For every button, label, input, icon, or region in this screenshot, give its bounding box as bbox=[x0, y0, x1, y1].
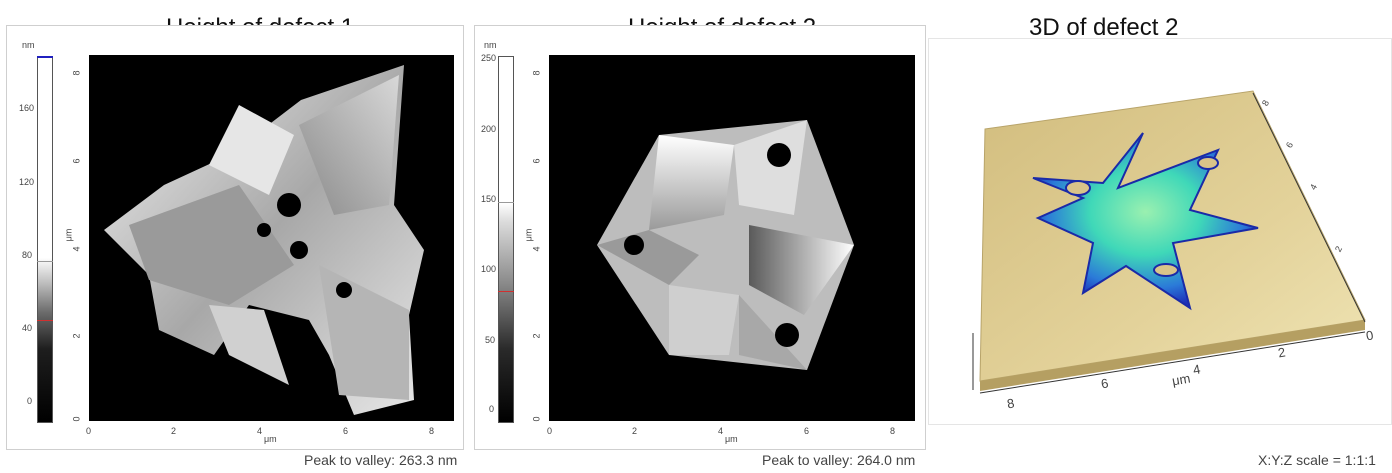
colorbar1-tick: 160 bbox=[19, 103, 35, 113]
surface-3d bbox=[972, 90, 1366, 394]
panel1-y-tick: 8 bbox=[71, 70, 82, 76]
colorbar1-tick: 120 bbox=[19, 177, 35, 187]
pit-1 bbox=[1065, 180, 1091, 196]
panel2-x-tick: 4 bbox=[718, 426, 724, 436]
colorbar1-tick: 0 bbox=[27, 396, 33, 406]
colorbar1-marker-blue bbox=[37, 56, 53, 58]
colorbar2-tick: 200 bbox=[481, 124, 497, 134]
panel1-x-unit: μm bbox=[264, 434, 277, 444]
panel1-y-tick: 4 bbox=[71, 246, 82, 252]
panel1-y-tick: 2 bbox=[71, 333, 82, 339]
colorbar2-tick: 100 bbox=[481, 264, 497, 274]
panel2-x-unit: μm bbox=[725, 434, 738, 444]
panel2-x-tick: 6 bbox=[804, 426, 810, 436]
colorbar1-marker-grey bbox=[37, 261, 53, 262]
panel1-y-tick: 0 bbox=[71, 416, 82, 422]
panel1-x-tick: 2 bbox=[171, 426, 177, 436]
colorbar2-marker-grey bbox=[498, 202, 514, 203]
defect1-shape bbox=[104, 65, 424, 415]
height-image-defect-1 bbox=[89, 55, 454, 421]
height-image-defect-2 bbox=[549, 55, 915, 421]
pit-3 bbox=[1153, 263, 1179, 277]
pit-2 bbox=[1197, 156, 1219, 170]
panel2-y-tick: 0 bbox=[531, 416, 542, 422]
panel3-title: 3D of defect 2 bbox=[1029, 14, 1179, 41]
panel2-y-tick: 4 bbox=[531, 246, 542, 252]
colorbar2-tick: 250 bbox=[481, 53, 497, 63]
colorbar2-marker-red bbox=[498, 291, 514, 292]
colorbar2-tick: 0 bbox=[489, 404, 495, 414]
colorbar2-tick: 50 bbox=[485, 335, 496, 345]
panel1-x-tick: 0 bbox=[86, 426, 92, 436]
colorbar2-tick: 150 bbox=[481, 194, 497, 204]
panel1-x-tick: 6 bbox=[343, 426, 349, 436]
panel2-y-tick: 6 bbox=[531, 158, 542, 164]
panel2-x-tick: 2 bbox=[632, 426, 638, 436]
colorbar2 bbox=[498, 56, 514, 423]
panel2-y-unit: μm bbox=[523, 228, 534, 242]
panel1-x-tick: 8 bbox=[429, 426, 435, 436]
panel1-y-unit: μm bbox=[63, 228, 74, 242]
panel3-scale: X:Y:Z scale = 1:1:1 bbox=[1258, 452, 1376, 468]
colorbar1-unit: nm bbox=[22, 40, 35, 50]
panel2-y-tick: 2 bbox=[531, 333, 542, 339]
colorbar1-tick: 40 bbox=[22, 323, 33, 333]
panel1-x-tick: 4 bbox=[257, 426, 263, 436]
colorbar2-unit: nm bbox=[484, 40, 497, 50]
colorbar1 bbox=[37, 56, 53, 423]
panel2-y-tick: 8 bbox=[531, 70, 542, 76]
panel3-front-unit: μm bbox=[1170, 370, 1192, 389]
panel1-y-tick: 6 bbox=[71, 158, 82, 164]
panel1-peak-to-valley: Peak to valley: 263.3 nm bbox=[304, 452, 458, 468]
colorbar1-tick: 80 bbox=[22, 250, 33, 260]
panel2-peak-to-valley: Peak to valley: 264.0 nm bbox=[762, 452, 916, 468]
defect2-shape bbox=[597, 120, 854, 370]
colorbar1-marker-red bbox=[37, 320, 53, 321]
panel2-x-tick: 8 bbox=[890, 426, 896, 436]
panel2-x-tick: 0 bbox=[547, 426, 553, 436]
